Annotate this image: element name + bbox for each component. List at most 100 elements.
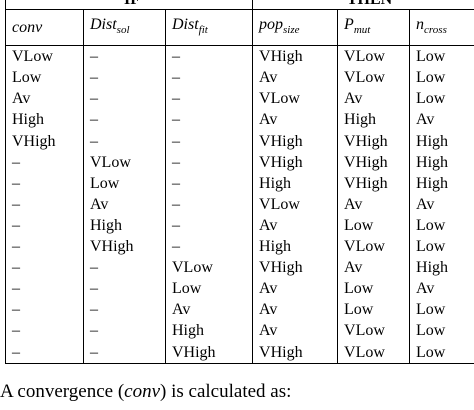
table-cell: – <box>83 278 166 300</box>
table-cell: – <box>83 46 166 68</box>
table-row: VHigh – – VHigh VHigh High <box>5 130 474 152</box>
column-header-sub: size <box>283 24 300 37</box>
table-cell: – <box>5 299 84 321</box>
column-header-base: Dist <box>172 16 199 33</box>
table-cell: – <box>5 257 84 279</box>
column-header-sub: cross <box>424 24 447 37</box>
table-cell: Low <box>409 320 474 342</box>
table-cell: Low <box>409 299 474 321</box>
table-cell: Low <box>337 278 411 300</box>
column-header: conv <box>5 9 84 47</box>
table-cell: High <box>83 214 166 237</box>
table-cell: VHigh <box>5 130 84 152</box>
table-cell: VHigh <box>252 257 339 279</box>
table-cell: – <box>83 299 166 321</box>
group-header: THEN <box>252 0 474 10</box>
table-cell: – <box>164 130 254 152</box>
table-cell: VLow <box>252 88 339 110</box>
table-cell: – <box>5 193 84 215</box>
table-cell: High <box>164 320 254 342</box>
table-cell: Low <box>409 67 474 89</box>
table-cell: – <box>5 341 84 364</box>
table-cell: High <box>252 172 339 194</box>
table-cell: Low <box>409 88 474 110</box>
table-row: High – – Av High Av <box>5 109 474 131</box>
table-cell: High <box>409 130 474 152</box>
column-header: Distsol <box>83 9 166 47</box>
table-cell: – <box>5 172 84 194</box>
table-cell: VLow <box>5 46 84 68</box>
table-cell: VLow <box>83 151 166 173</box>
table-cell: – <box>164 172 254 194</box>
table-cell: Low <box>409 236 474 258</box>
table-cell: Low <box>337 214 411 237</box>
table-cell: VLow <box>252 193 339 215</box>
table-cell: High <box>409 257 474 279</box>
table-row: – Av – VLow Av Av <box>5 193 474 215</box>
table-cell: Av <box>252 320 339 342</box>
table-cell: High <box>5 109 84 131</box>
column-header-base: n <box>416 16 425 33</box>
table-cell: Low <box>337 299 411 321</box>
caption-text: ) is calculated as: <box>160 381 292 402</box>
table-row: Av – – VLow Av Low <box>5 88 474 110</box>
table-cell: Low <box>5 67 84 89</box>
table-cell: – <box>83 320 166 342</box>
table-cell: Av <box>252 278 339 300</box>
rules-table: IF THEN convDistsolDistfitpopsizePmutncr… <box>4 0 474 364</box>
column-header-sub: sol <box>116 24 130 37</box>
table-cell: Low <box>409 46 474 68</box>
table-cell: Av <box>252 109 339 131</box>
column-header: Pmut <box>337 9 411 47</box>
table-cell: VHigh <box>337 172 411 194</box>
table-cell: VLow <box>337 46 411 68</box>
table-cell: Av <box>337 88 411 110</box>
table-cell: – <box>83 257 166 279</box>
table-cell: Av <box>252 299 339 321</box>
table-cell: High <box>337 109 411 131</box>
table-row: – Low – High VHigh High <box>5 172 474 194</box>
table-row: Low – – Av VLow Low <box>5 67 474 89</box>
table-cell: – <box>164 193 254 215</box>
table-cell: High <box>409 151 474 173</box>
column-header-sub: mut <box>353 24 371 37</box>
column-header-base: P <box>344 16 354 33</box>
table-cell: Av <box>5 88 84 110</box>
table-cell: – <box>5 151 84 173</box>
table-cell: Av <box>409 109 474 131</box>
table-cell: – <box>164 236 254 258</box>
column-header: ncross <box>409 9 474 47</box>
table-cell: VLow <box>337 236 411 258</box>
table-cell: High <box>409 172 474 194</box>
table-cell: – <box>164 46 254 68</box>
table-cell: Av <box>252 67 339 89</box>
table-cell: VLow <box>164 257 254 279</box>
caption: A convergence (conv) is calculated as: <box>0 381 291 403</box>
spacer-cell <box>409 45 474 47</box>
table-cell: VLow <box>337 67 411 89</box>
table-row: – VHigh – High VLow Low <box>5 236 474 258</box>
table-cell: Av <box>337 193 411 215</box>
table-cell: Av <box>409 193 474 215</box>
table-cell: VHigh <box>252 46 339 68</box>
table-cell: – <box>83 341 166 364</box>
table-cell: – <box>5 278 84 300</box>
table-row: – High – Av Low Low <box>5 214 474 237</box>
table-cell: VLow <box>337 341 411 364</box>
column-header: popsize <box>252 9 339 47</box>
table-cell: – <box>164 151 254 173</box>
table-cell: Av <box>337 257 411 279</box>
table-cell: Av <box>252 214 339 237</box>
table-cell: VHigh <box>164 341 254 364</box>
column-header-base: pop <box>259 16 284 33</box>
table-cell: – <box>164 67 254 89</box>
column-header-sub: fit <box>198 24 208 37</box>
table-cell: VHigh <box>337 151 411 173</box>
table-cell: – <box>83 88 166 110</box>
table-cell: – <box>164 88 254 110</box>
table-cell: – <box>164 214 254 237</box>
table-cell: – <box>5 214 84 237</box>
table-cell: – <box>83 109 166 131</box>
table-row: – – VHigh VHigh VLow Low <box>5 341 474 364</box>
table-cell: – <box>83 67 166 89</box>
